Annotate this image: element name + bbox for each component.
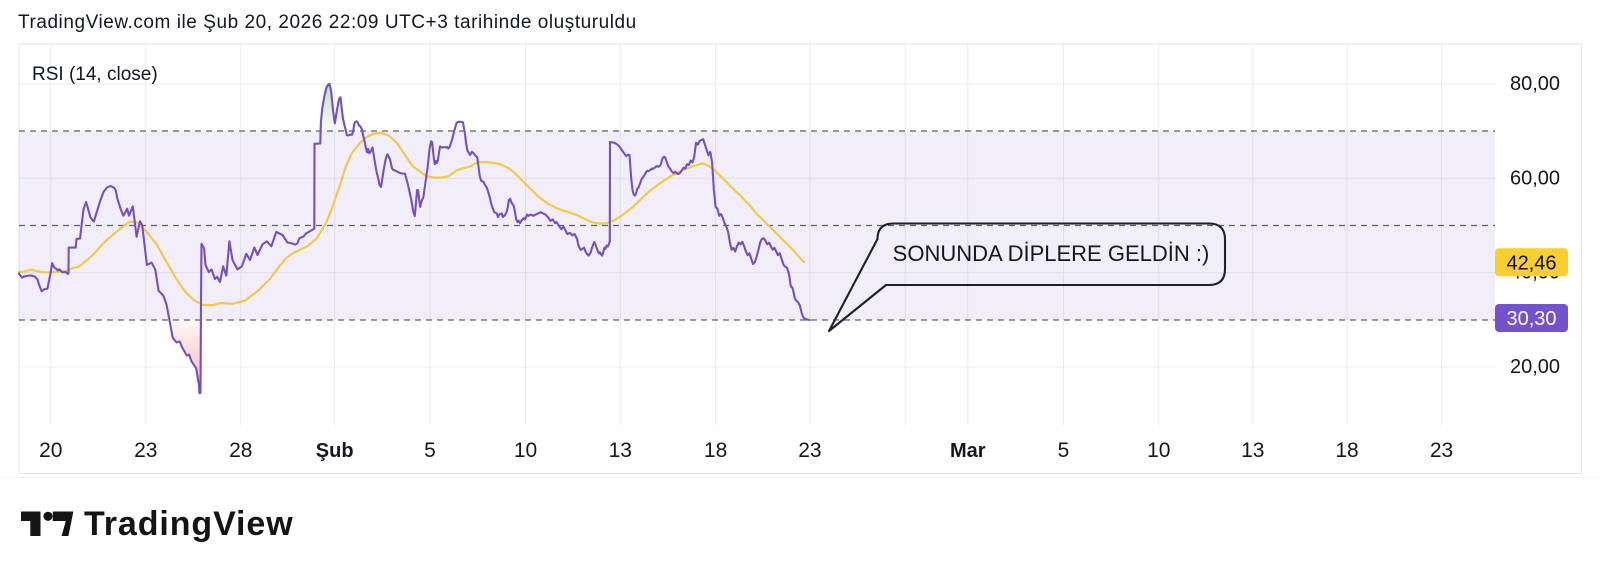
svg-text:5: 5 [424,439,436,462]
svg-text:10: 10 [514,439,537,462]
svg-text:20: 20 [39,439,62,462]
svg-text:RSI (14, close): RSI (14, close) [32,64,158,85]
svg-text:13: 13 [609,439,632,462]
svg-text:18: 18 [1335,439,1358,462]
svg-text:42,46: 42,46 [1506,252,1556,274]
svg-text:5: 5 [1058,439,1070,462]
svg-text:18: 18 [704,439,727,462]
svg-text:10: 10 [1147,439,1170,462]
svg-text:20,00: 20,00 [1510,356,1560,378]
svg-text:80,00: 80,00 [1510,73,1560,95]
svg-text:23: 23 [798,439,821,462]
svg-text:30,30: 30,30 [1506,308,1556,330]
svg-text:23: 23 [1430,439,1453,462]
svg-text:SONUNDA DİPLERE GELDİN :): SONUNDA DİPLERE GELDİN :) [893,241,1210,266]
svg-text:60,00: 60,00 [1510,167,1560,189]
svg-text:23: 23 [134,439,157,462]
svg-text:Şub: Şub [316,440,354,462]
svg-text:13: 13 [1241,439,1264,462]
svg-text:28: 28 [229,439,252,462]
svg-text:Mar: Mar [950,440,986,462]
